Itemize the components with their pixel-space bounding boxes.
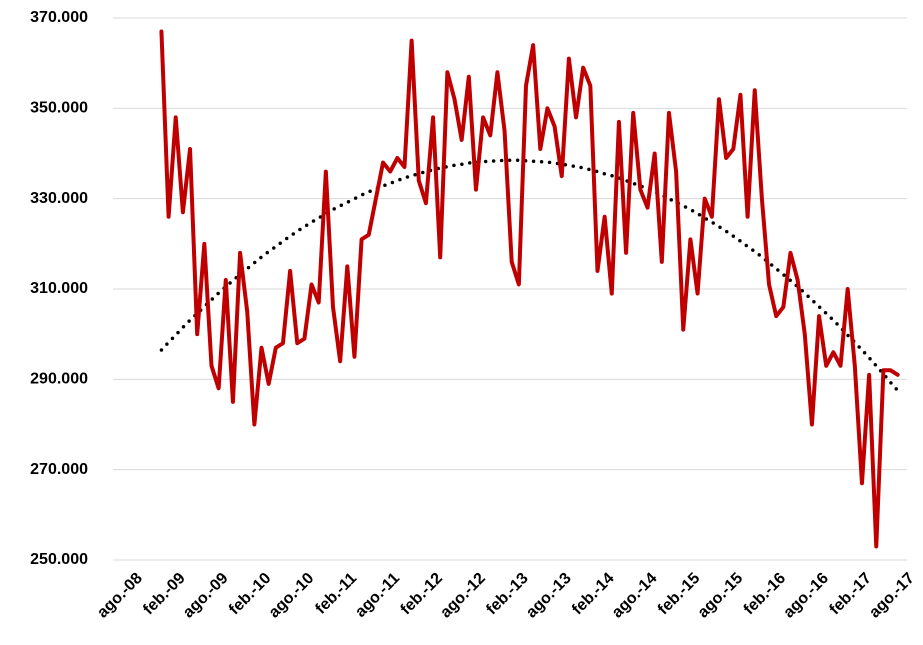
line-series — [159, 29, 900, 549]
y-tick-label: 330.000 — [30, 190, 88, 207]
y-tick-label: 250.000 — [30, 551, 88, 568]
x-tick-label: ago.-13 — [523, 570, 575, 622]
x-tick-label: ago.-17 — [866, 570, 918, 622]
y-tick-label: 350.000 — [30, 100, 88, 117]
x-tick-label: ago.-12 — [437, 570, 489, 622]
y-tick-label: 370.000 — [30, 9, 88, 26]
x-tick-label: ago.-10 — [266, 570, 318, 622]
x-tick-label: ago.-09 — [180, 570, 232, 622]
y-tick-label: 310.000 — [30, 280, 88, 297]
x-tick-label: ago.-14 — [609, 570, 661, 622]
y-tick-label: 290.000 — [30, 371, 88, 388]
x-tick-label: ago.-16 — [780, 570, 832, 622]
x-tick-label: ago.-11 — [352, 570, 403, 621]
x-tick-label: ago.-15 — [695, 570, 747, 622]
x-tick-label: ago.-08 — [94, 570, 146, 622]
y-tick-label: 270.000 — [30, 461, 88, 478]
